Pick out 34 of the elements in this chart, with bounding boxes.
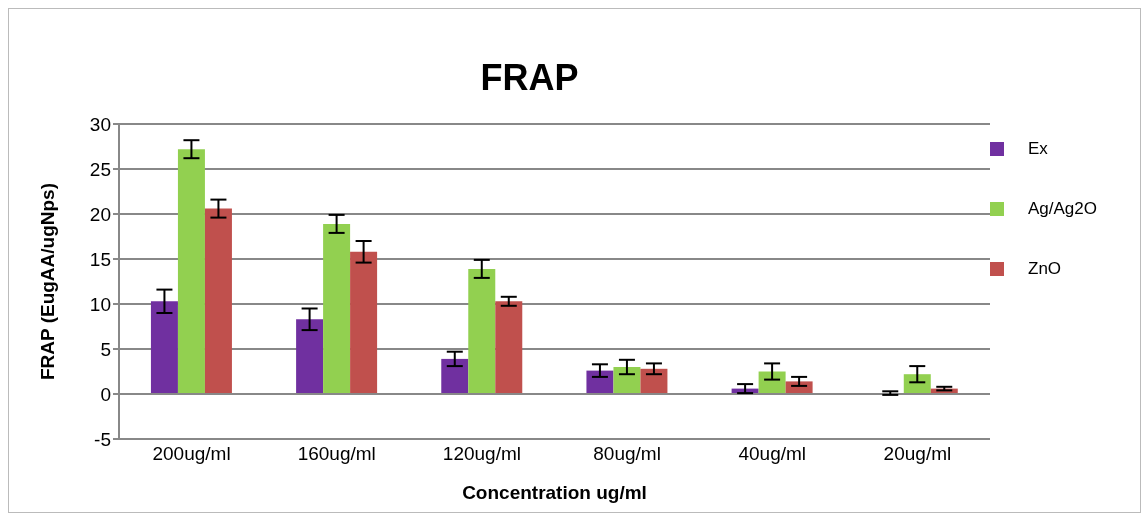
y-tick-label: 20 <box>89 203 111 225</box>
x-tick-label: 80ug/ml <box>593 443 661 465</box>
bar <box>204 208 232 394</box>
bar <box>586 370 614 394</box>
x-axis-title: Concentration ug/ml <box>462 482 647 503</box>
y-tick-label: 5 <box>100 338 111 360</box>
bar <box>640 368 668 394</box>
legend-label: Ag/Ag2O <box>1028 199 1097 219</box>
bar <box>350 251 378 394</box>
legend-label: Ex <box>1028 139 1048 159</box>
x-tick-label: 20ug/ml <box>883 443 952 465</box>
y-tick-label: -5 <box>94 428 111 450</box>
x-tick-label: 40ug/ml <box>738 443 807 465</box>
y-tick-label: 15 <box>89 248 111 270</box>
bar <box>758 371 786 394</box>
bar <box>441 358 469 394</box>
y-axis-title: FRAP (EugAA/ugNps) <box>36 182 58 381</box>
bar <box>323 223 351 394</box>
bar <box>177 149 205 394</box>
bar <box>903 374 931 394</box>
y-tick-label: 0 <box>100 383 111 405</box>
x-tick-label: 120ug/ml <box>442 443 521 465</box>
x-tick-label: 160ug/ml <box>297 443 376 465</box>
y-tick-label: 25 <box>89 158 111 180</box>
y-tick-label: 10 <box>89 293 111 315</box>
x-tick-label: 200ug/ml <box>152 443 231 465</box>
bar <box>613 367 641 394</box>
bar <box>468 268 496 394</box>
chart-title: FRAP <box>479 57 580 99</box>
bar <box>495 301 523 394</box>
bar <box>150 301 178 394</box>
bar <box>296 319 324 394</box>
y-tick-label: 30 <box>89 113 111 135</box>
legend-label: ZnO <box>1028 259 1062 279</box>
